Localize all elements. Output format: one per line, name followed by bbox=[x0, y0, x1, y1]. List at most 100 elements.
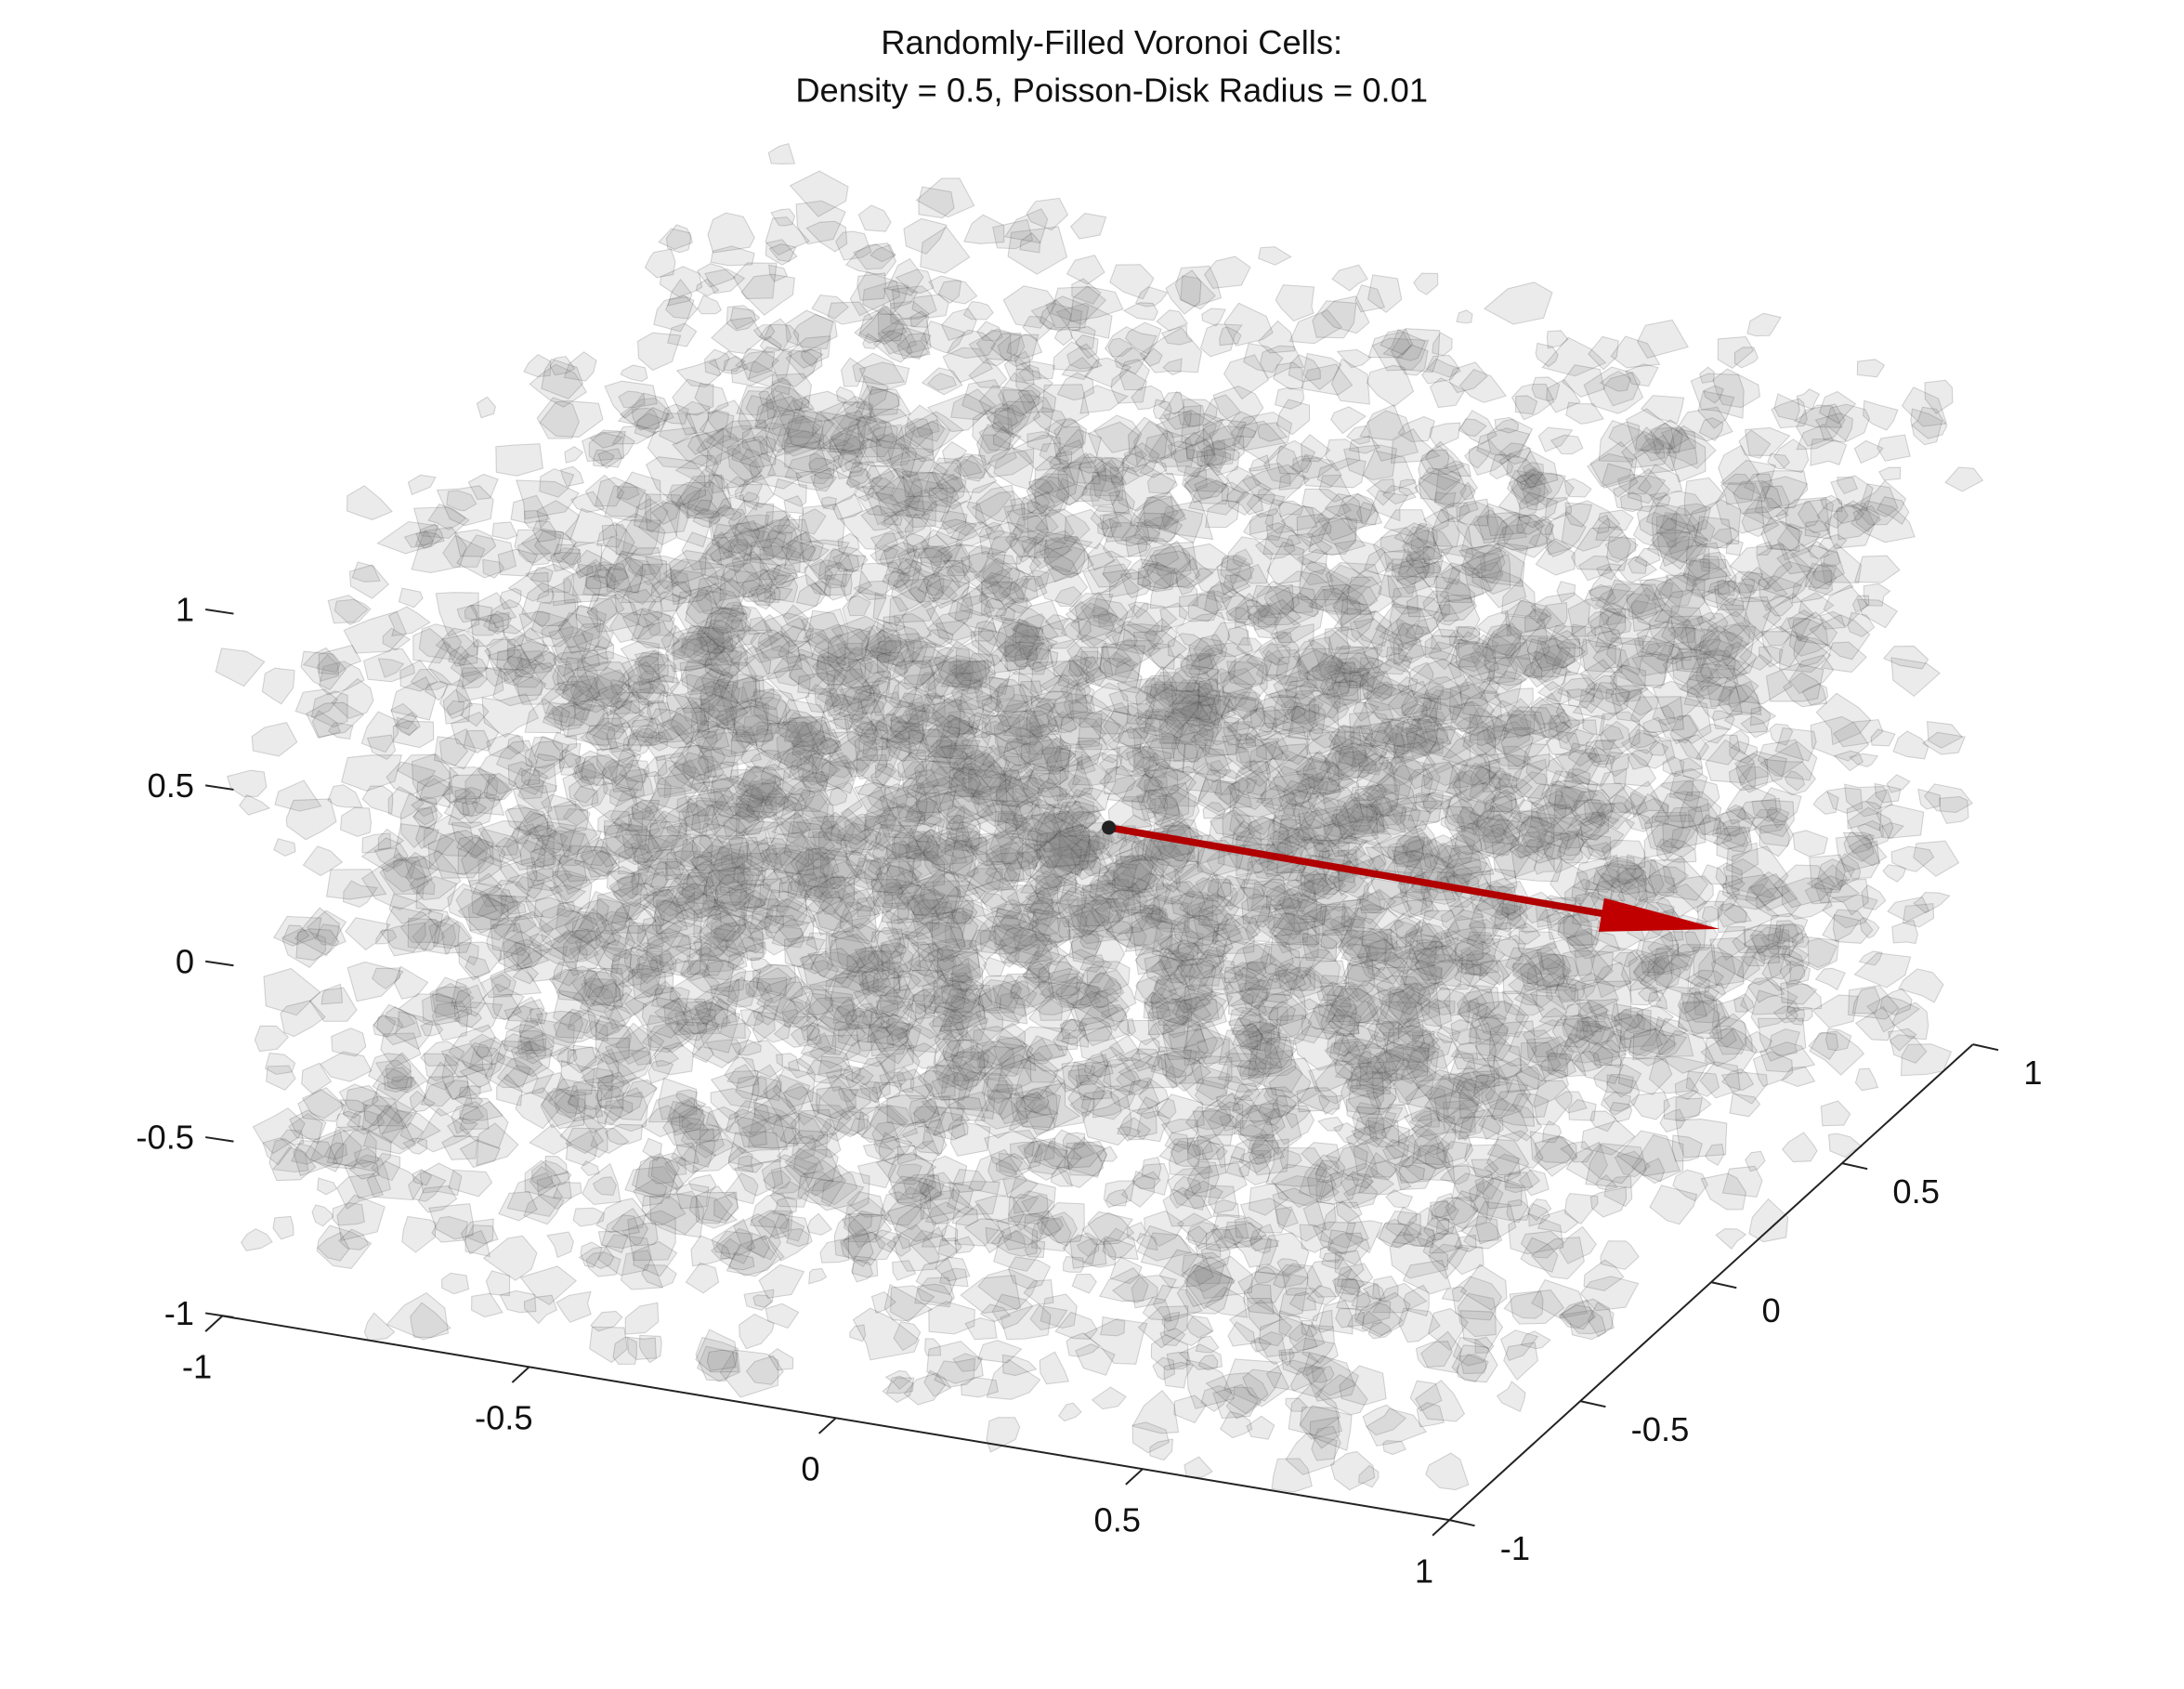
voronoi-cell bbox=[1425, 834, 1461, 864]
voronoi-cell bbox=[241, 1228, 273, 1251]
voronoi-cell bbox=[1352, 1102, 1385, 1136]
voronoi-cell bbox=[886, 931, 910, 949]
voronoi-cell bbox=[893, 613, 933, 650]
voronoi-cell bbox=[757, 629, 785, 648]
voronoi-cell bbox=[1251, 1020, 1277, 1039]
voronoi-cell bbox=[1255, 649, 1289, 682]
voronoi-cell bbox=[1503, 1342, 1538, 1381]
voronoi-cell bbox=[915, 177, 975, 218]
voronoi-cell bbox=[1460, 516, 1515, 559]
voronoi-cell bbox=[1641, 640, 1684, 675]
voronoi-cell bbox=[683, 1001, 713, 1019]
voronoi-cell bbox=[1602, 372, 1641, 407]
voronoi-cell bbox=[348, 564, 389, 599]
voronoi-cell bbox=[894, 568, 933, 604]
voronoi-cell bbox=[1299, 556, 1351, 601]
voronoi-cell bbox=[1722, 858, 1769, 902]
voronoi-cell bbox=[670, 1096, 704, 1130]
voronoi-cell bbox=[1631, 1134, 1684, 1185]
voronoi-cell bbox=[1356, 944, 1380, 962]
voronoi-cell bbox=[998, 1152, 1024, 1175]
voronoi-cell bbox=[494, 836, 519, 857]
voronoi-cell bbox=[986, 1358, 1041, 1400]
voronoi-cell bbox=[1386, 842, 1408, 862]
voronoi-cell bbox=[1923, 783, 1973, 814]
voronoi-cell bbox=[502, 899, 527, 915]
voronoi-cell bbox=[950, 984, 993, 1018]
voronoi-cell bbox=[797, 672, 836, 696]
voronoi-cell bbox=[1158, 950, 1201, 988]
voronoi-cell bbox=[924, 727, 961, 760]
voronoi-cell bbox=[506, 1172, 563, 1217]
voronoi-cell bbox=[927, 946, 958, 978]
voronoi-cell bbox=[1308, 727, 1341, 749]
voronoi-cell bbox=[1208, 688, 1237, 714]
voronoi-cell bbox=[554, 1088, 587, 1119]
voronoi-cell bbox=[1164, 1065, 1186, 1090]
voronoi-cell bbox=[1588, 1003, 1608, 1021]
voronoi-cell bbox=[893, 1224, 940, 1272]
voronoi-cell bbox=[625, 924, 647, 948]
voronoi-cell bbox=[1750, 808, 1789, 834]
voronoi-cell bbox=[871, 713, 921, 751]
voronoi-cell bbox=[795, 850, 843, 898]
voronoi-cell bbox=[978, 1036, 1032, 1070]
voronoi-cell bbox=[1112, 494, 1132, 515]
voronoi-cell bbox=[1820, 641, 1867, 673]
voronoi-cell bbox=[1126, 1019, 1161, 1046]
voronoi-cell bbox=[1227, 1013, 1283, 1052]
voronoi-cell bbox=[1376, 1218, 1417, 1249]
voronoi-cell bbox=[747, 963, 814, 1015]
voronoi-cell bbox=[1044, 1079, 1092, 1129]
voronoi-cell bbox=[1357, 1464, 1380, 1488]
voronoi-cell bbox=[861, 485, 922, 526]
voronoi-cell bbox=[1165, 708, 1209, 744]
voronoi-cell bbox=[1066, 1142, 1107, 1179]
voronoi-cell bbox=[990, 407, 1026, 434]
voronoi-cell bbox=[467, 893, 521, 941]
voronoi-cell bbox=[1572, 682, 1624, 721]
voronoi-cell bbox=[745, 792, 775, 823]
voronoi-cell bbox=[1324, 625, 1350, 651]
voronoi-cell bbox=[877, 313, 918, 355]
voronoi-cell bbox=[1599, 767, 1628, 800]
voronoi-cell bbox=[1744, 1030, 1773, 1054]
voronoi-cell bbox=[1733, 347, 1759, 369]
voronoi-cell bbox=[948, 1181, 974, 1209]
voronoi-cell bbox=[1807, 540, 1830, 560]
voronoi-cell bbox=[1666, 425, 1717, 469]
voronoi-cell bbox=[711, 317, 765, 355]
voronoi-cell bbox=[707, 212, 755, 254]
voronoi-cell bbox=[870, 1081, 891, 1100]
voronoi-cell bbox=[698, 936, 745, 973]
voronoi-cell bbox=[1280, 692, 1325, 724]
voronoi-cell bbox=[991, 923, 1035, 958]
voronoi-cell bbox=[834, 965, 880, 996]
voronoi-cell bbox=[1400, 1063, 1427, 1085]
voronoi-cell bbox=[1220, 555, 1248, 571]
voronoi-cell bbox=[1389, 1046, 1429, 1072]
voronoi-cell bbox=[768, 264, 789, 282]
voronoi-cell bbox=[739, 679, 775, 708]
voronoi-cell bbox=[1273, 923, 1302, 954]
voronoi-cell bbox=[1854, 1067, 1879, 1092]
voronoi-cell bbox=[371, 1152, 401, 1182]
voronoi-cell bbox=[1863, 399, 1899, 431]
voronoi-cell bbox=[617, 748, 642, 769]
voronoi-cell bbox=[1439, 1163, 1471, 1185]
voronoi-cell bbox=[1246, 1271, 1309, 1318]
voronoi-cell bbox=[1207, 878, 1233, 901]
voronoi-cell bbox=[1271, 1458, 1313, 1493]
voronoi-cell bbox=[604, 1123, 644, 1146]
voronoi-cell bbox=[1561, 500, 1621, 552]
voronoi-cell bbox=[1200, 1385, 1234, 1412]
voronoi-cell bbox=[1648, 609, 1692, 648]
voronoi-cell bbox=[1273, 570, 1336, 618]
voronoi-cell bbox=[1680, 624, 1706, 651]
voronoi-cell bbox=[556, 900, 576, 918]
voronoi-cell bbox=[453, 942, 479, 966]
voronoi-cell bbox=[264, 1052, 296, 1075]
voronoi-cell bbox=[347, 485, 393, 520]
voronoi-cell bbox=[510, 494, 551, 524]
